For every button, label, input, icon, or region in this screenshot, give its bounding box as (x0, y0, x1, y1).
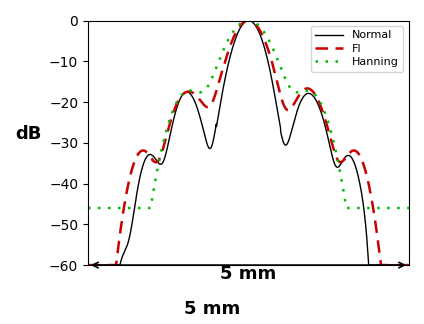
Hanning (242, 19, 247, 23)
FI (397, 263, 402, 267)
FI (102, 263, 107, 267)
Normal (397, 263, 402, 267)
FI (246, 18, 251, 22)
Text: 5 mm: 5 mm (220, 265, 276, 283)
Hanning (86, 206, 91, 210)
Normal (338, 162, 343, 166)
Hanning (407, 206, 412, 210)
Line: Normal: Normal (88, 20, 409, 265)
Legend: Normal, FI, Hanning: Normal, FI, Hanning (311, 26, 404, 72)
FI (86, 263, 91, 267)
Normal (233, 37, 238, 40)
Normal (397, 263, 402, 267)
Hanning (338, 175, 343, 179)
Normal (246, 18, 251, 22)
Normal (242, 21, 247, 25)
Hanning (397, 206, 402, 210)
Normal (86, 263, 91, 267)
FI (407, 263, 412, 267)
Normal (407, 263, 412, 267)
Text: 5 mm: 5 mm (184, 299, 240, 318)
Hanning (102, 206, 107, 210)
FI (338, 160, 343, 164)
FI (233, 31, 238, 35)
Hanning (397, 206, 402, 210)
FI (397, 263, 402, 267)
Hanning (233, 27, 238, 30)
Y-axis label: dB: dB (15, 125, 42, 143)
Hanning (246, 18, 251, 22)
Line: Hanning: Hanning (88, 20, 409, 208)
Normal (102, 263, 107, 267)
Line: FI: FI (88, 20, 409, 265)
FI (242, 20, 247, 24)
